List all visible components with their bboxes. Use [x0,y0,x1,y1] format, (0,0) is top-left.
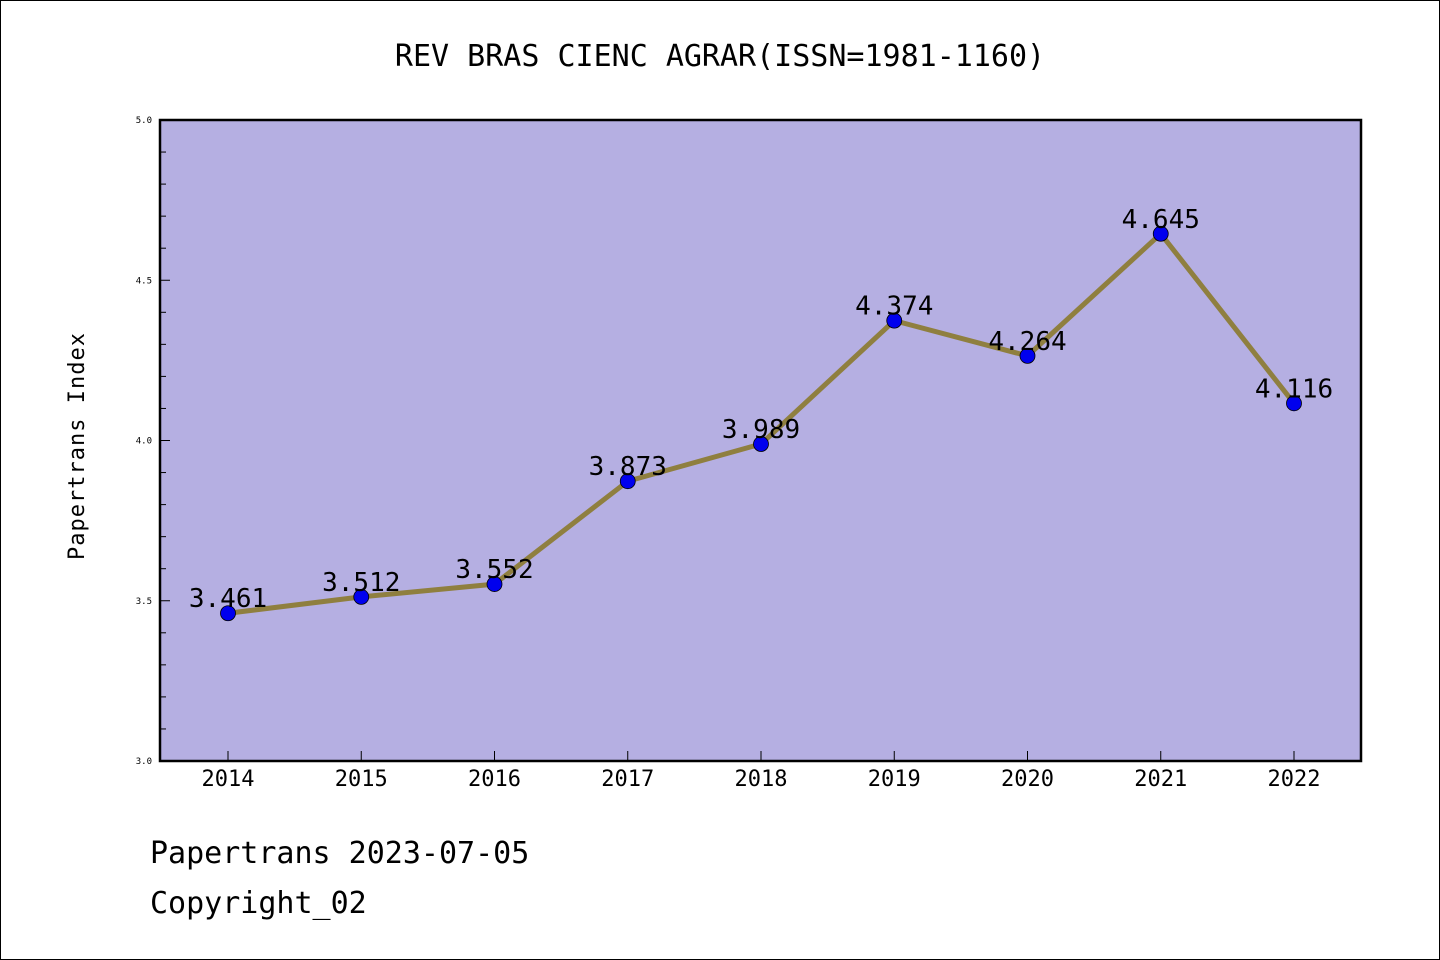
x-tick-label: 2019 [868,767,921,792]
x-tick-label: 2017 [601,767,654,792]
x-tick-label: 2016 [468,767,521,792]
y-tick-label: 5.0 [136,116,152,126]
data-label: 4.374 [855,292,933,322]
data-label: 3.989 [722,415,800,445]
data-point [353,589,370,605]
data-point [1019,347,1036,364]
data-point [1286,395,1302,412]
plot-border [158,118,1363,763]
x-tick-label: 2022 [1268,767,1321,792]
footer-copyright: Copyright_02 [150,886,367,921]
x-tick-label: 2020 [1001,767,1054,792]
chart-title: REV BRAS CIENC AGRAR(ISSN=1981-1160) [395,39,1045,74]
data-point [1152,225,1169,242]
data-point [619,473,636,490]
x-tick-label: 2018 [735,767,788,792]
x-tick-label: 2015 [335,767,388,792]
x-tick-label: 2014 [202,767,255,792]
data-point [220,605,236,622]
y-tick-label: 4.5 [136,276,152,286]
data-label: 4.264 [988,327,1066,357]
data-labels: 3.461 3.512 3.552 3.873 3.989 4.374 4.264 4.645… [189,205,1333,614]
data-label: 4.116 [1255,374,1333,404]
data-point [886,312,903,329]
data-point [753,436,769,452]
data-label: 3.552 [455,555,533,585]
data-point [486,576,503,592]
y-tick-label: 4.0 [136,437,152,447]
data-label: 3.512 [322,568,400,598]
y-tick-label: 3.5 [136,597,152,607]
data-label: 3.461 [189,584,267,614]
x-tick-label: 2021 [1134,767,1187,792]
data-label: 3.873 [589,452,667,482]
x-axis: 2014 2015 2016 2017 2018 2019 2020 2021 2022 [202,751,1321,792]
y-axis-label: Papertrans Index [65,332,90,560]
data-points [220,225,1302,622]
y-tick-label: 3.0 [136,757,152,767]
footer-date: Papertrans 2023-07-05 [150,836,530,871]
data-label: 4.645 [1122,205,1200,235]
